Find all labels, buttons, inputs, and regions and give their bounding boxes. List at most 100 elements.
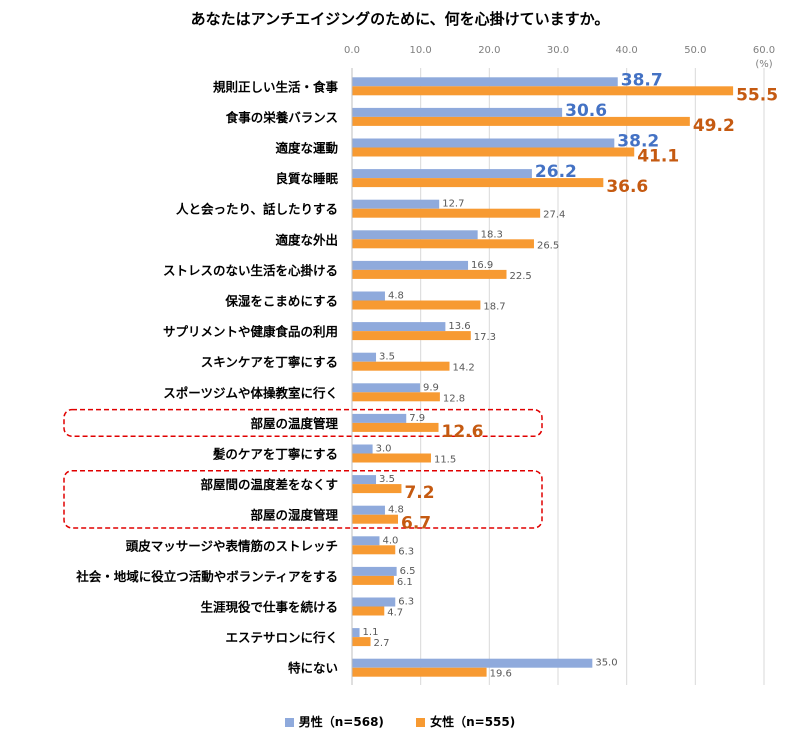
data-label: 4.7 [387, 608, 403, 619]
bar [352, 199, 440, 209]
category-label: 保湿をこまめにする [224, 294, 338, 309]
data-label: 7.2 [404, 483, 434, 503]
bar [352, 116, 690, 126]
data-label: 36.6 [606, 177, 648, 197]
bar [352, 300, 481, 310]
bar [352, 514, 399, 524]
category-label: 部屋間の温度差をなくす [200, 477, 338, 492]
data-label: 12.6 [442, 422, 484, 442]
bar [352, 331, 471, 341]
category-label: スポーツジムや体操教室に行く [163, 385, 338, 400]
legend-label-male: 男性（n=568) [298, 715, 384, 729]
data-label: 4.8 [388, 505, 404, 516]
x-tick-label: 10.0 [410, 45, 432, 56]
category-label: 適度な運動 [275, 141, 338, 156]
bar [352, 667, 487, 677]
data-label: 7.9 [409, 413, 425, 424]
category-label: 人と会ったり、話したりする [176, 202, 338, 217]
data-label: 18.7 [483, 302, 505, 313]
data-label: 38.2 [617, 132, 659, 152]
data-label: 11.5 [434, 455, 456, 466]
bar [352, 107, 563, 117]
legend: 男性（n=568) 女性（n=555) [0, 713, 800, 730]
data-label: 6.1 [397, 577, 413, 588]
bar [352, 575, 394, 585]
category-label: 部屋の湿度管理 [250, 508, 338, 523]
legend-item-male: 男性（n=568) [284, 713, 384, 730]
bar [352, 597, 396, 607]
bar [352, 178, 604, 188]
bar [352, 169, 532, 179]
chart-title: あなたはアンチエイジングのために、何を心掛けていますか。 [190, 10, 610, 28]
x-tick-label: 60.0 [753, 45, 775, 56]
data-label: 30.6 [565, 101, 607, 121]
bar [352, 138, 615, 148]
legend-label-female: 女性（n=555) [430, 715, 516, 729]
category-label: 規則正しい生活・食事 [213, 79, 339, 94]
bar [352, 383, 420, 393]
data-label: 9.9 [423, 382, 439, 393]
x-tick-label: 40.0 [616, 45, 638, 56]
bar [352, 566, 397, 576]
data-label: 35.0 [595, 658, 617, 669]
data-label: 3.5 [379, 352, 395, 363]
data-label: 14.2 [453, 363, 475, 374]
data-label: 41.1 [637, 147, 679, 167]
bar [352, 606, 385, 616]
x-tick-label: 50.0 [684, 45, 706, 56]
bar [352, 484, 402, 494]
data-label: 12.7 [442, 199, 464, 210]
bar [352, 475, 377, 485]
data-label: 1.1 [363, 627, 379, 638]
category-label: 髪のケアを丁寧にする [212, 447, 338, 462]
bar [352, 545, 396, 555]
x-tick-label: 0.0 [344, 45, 360, 56]
unit-label: (%) [755, 59, 772, 70]
bar [352, 322, 446, 332]
bar [352, 77, 618, 87]
data-label: 6.5 [400, 566, 416, 577]
category-label: エステサロンに行く [225, 630, 338, 645]
bar [352, 361, 450, 371]
legend-swatch-male [284, 718, 294, 727]
legend-swatch-female [416, 718, 426, 727]
x-tick-label: 30.0 [547, 45, 569, 56]
bar [352, 260, 469, 270]
category-label: 社会・地域に役立つ活動やボランティアをする [75, 569, 338, 584]
bar [352, 658, 593, 668]
legend-item-female: 女性（n=555) [416, 713, 515, 730]
bar [352, 413, 407, 423]
bar [352, 269, 507, 279]
bar [352, 208, 541, 218]
data-label: 55.5 [736, 85, 778, 105]
data-label: 3.0 [376, 444, 392, 455]
category-label: 頭皮マッサージや表情筋のストレッチ [126, 538, 338, 553]
bar [352, 453, 431, 463]
highlight-box [63, 408, 543, 437]
data-label: 49.2 [693, 116, 735, 136]
data-label: 18.3 [481, 229, 503, 240]
category-label: スキンケアを丁寧にする [201, 355, 338, 370]
data-label: 6.3 [398, 597, 414, 608]
category-label: 良質な睡眠 [275, 171, 338, 186]
data-label: 26.2 [535, 162, 577, 182]
data-label: 2.7 [374, 638, 390, 649]
bar [352, 505, 385, 515]
x-tick-label: 20.0 [478, 45, 500, 56]
data-label: 22.5 [510, 271, 532, 282]
data-label: 13.6 [448, 321, 470, 332]
data-label: 3.5 [379, 474, 395, 485]
bar [352, 239, 534, 249]
data-label: 6.7 [401, 514, 431, 534]
bar [352, 444, 373, 454]
data-label: 26.5 [537, 240, 559, 251]
data-label: 27.4 [543, 210, 565, 221]
category-label: 生涯現役で仕事を続ける [200, 600, 338, 615]
bar [352, 291, 385, 301]
bar [352, 637, 371, 647]
category-label: 特にない [288, 661, 338, 676]
category-label: 食事の栄養バランス [225, 110, 338, 125]
bar [352, 536, 380, 546]
data-label: 16.9 [471, 260, 493, 271]
data-label: 4.0 [382, 535, 398, 546]
